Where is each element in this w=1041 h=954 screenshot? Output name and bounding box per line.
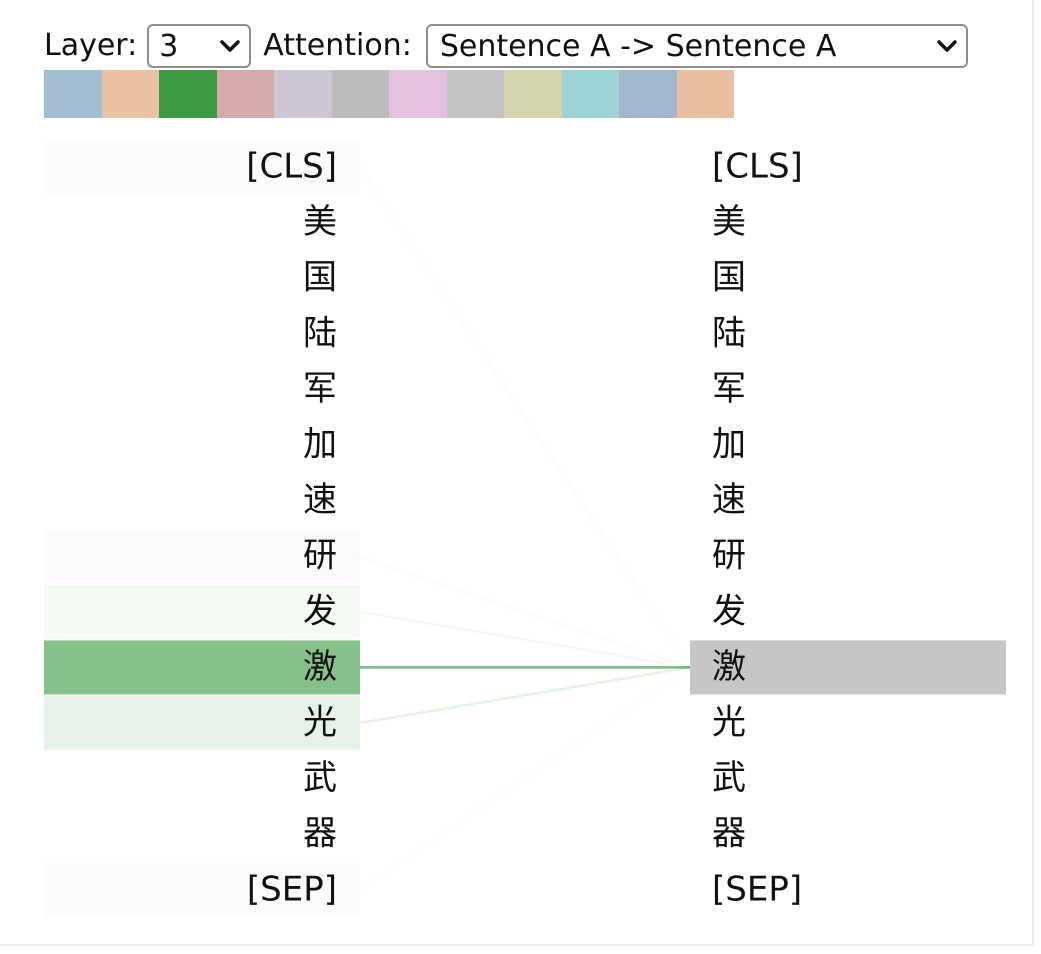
head-swatch-8[interactable] <box>446 70 504 118</box>
layer-label: Layer: <box>44 28 138 63</box>
head-swatch-7[interactable] <box>389 70 447 118</box>
left-token-box[interactable] <box>44 640 360 695</box>
head-swatch-5[interactable] <box>274 70 332 118</box>
left-token-box[interactable] <box>44 752 360 806</box>
left-token-box[interactable] <box>44 529 360 583</box>
controls-bar: Layer: 3 Attention: Sentence A -> Senten… <box>44 22 968 70</box>
left-token-box[interactable] <box>44 696 360 750</box>
left-token-box[interactable] <box>44 140 360 194</box>
head-swatch-2[interactable] <box>101 70 159 118</box>
left-token-box[interactable] <box>44 251 360 305</box>
chevron-down-icon <box>937 40 957 52</box>
attention-label: Attention: <box>263 28 412 63</box>
right-token-highlight[interactable] <box>690 640 1006 695</box>
attention-select[interactable]: Sentence A -> Sentence A <box>425 24 968 68</box>
head-swatch-3[interactable] <box>159 70 217 118</box>
chevron-down-icon <box>220 40 240 52</box>
left-token-box[interactable] <box>44 863 360 917</box>
left-token-box[interactable] <box>44 807 360 861</box>
left-token-box[interactable] <box>44 307 360 361</box>
attention-head-swatches <box>44 70 734 118</box>
head-swatch-9[interactable] <box>504 70 562 118</box>
head-swatch-10[interactable] <box>561 70 619 118</box>
left-token-box[interactable] <box>44 474 360 528</box>
left-token-box[interactable] <box>44 418 360 472</box>
head-swatch-12[interactable] <box>676 70 734 118</box>
left-token-box[interactable] <box>44 584 360 639</box>
head-swatch-11[interactable] <box>619 70 677 118</box>
layer-select-value: 3 <box>159 28 179 64</box>
attention-select-value: Sentence A -> Sentence A <box>439 28 837 64</box>
left-token-box[interactable] <box>44 196 360 250</box>
head-swatch-1[interactable] <box>44 70 102 118</box>
attention-highlight-layer <box>44 140 1006 917</box>
left-token-box[interactable] <box>44 362 360 416</box>
head-swatch-4[interactable] <box>216 70 274 118</box>
layer-select[interactable]: 3 <box>147 24 252 68</box>
head-swatch-6[interactable] <box>331 70 389 118</box>
